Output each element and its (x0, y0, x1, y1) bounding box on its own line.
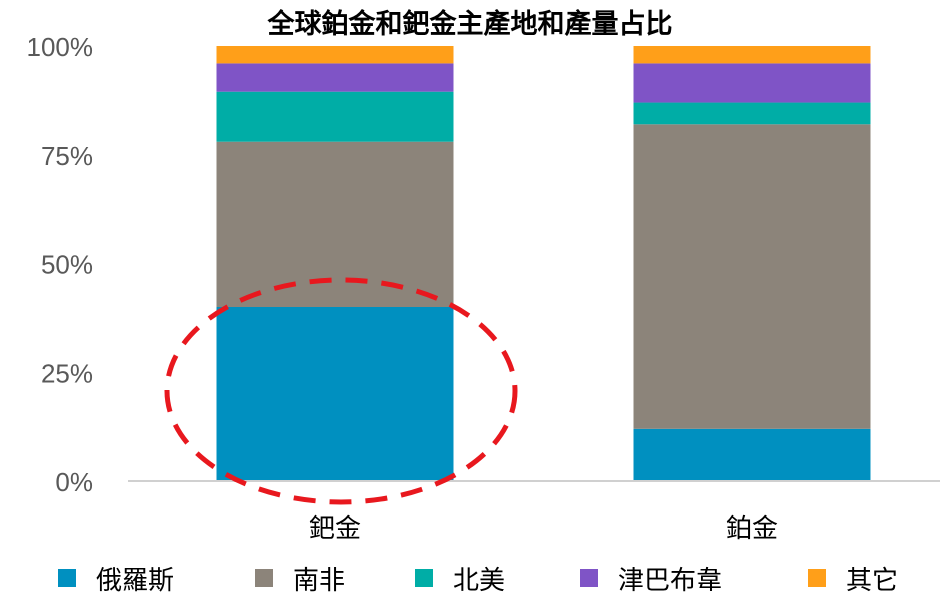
bar-segment (633, 428, 871, 481)
legend-item: 北美 (415, 560, 505, 596)
legend-label: 其它 (846, 565, 899, 596)
y-tick-label: 0% (55, 467, 93, 497)
bar-segment (633, 46, 871, 64)
highlight-dashed-ellipse (164, 277, 518, 505)
bar-segment (216, 91, 454, 142)
legend-label: 津巴布韋 (618, 565, 723, 596)
y-tick-label: 100% (27, 32, 94, 62)
legend-label: 南非 (293, 565, 346, 596)
bar-segment (216, 307, 454, 481)
legend-item: 津巴布韋 (580, 560, 722, 596)
legend-label: 北美 (453, 565, 506, 596)
bar-segment (633, 124, 871, 429)
y-tick-label: 75% (41, 141, 93, 171)
bar-segment (216, 46, 454, 64)
legend-label: 俄羅斯 (96, 565, 175, 596)
bar-segment (216, 63, 454, 92)
legend-item: 南非 (255, 560, 345, 596)
bar-segment (633, 102, 871, 125)
legend: 俄羅斯 南非 北美 津巴布韋 其它 (0, 560, 940, 596)
x-axis: 鈀金 鉑金 (309, 514, 778, 544)
x-tick-label: 鉑金 (726, 514, 778, 544)
chart-title: 全球鉑金和鈀金主產地和產量占比 (267, 9, 673, 40)
legend-swatch (415, 569, 433, 587)
legend-swatch (255, 569, 273, 587)
legend-swatch (580, 569, 598, 587)
y-tick-label: 25% (41, 358, 93, 388)
legend-swatch (808, 569, 826, 587)
bar-segment (216, 141, 454, 307)
legend-swatch (58, 569, 76, 587)
x-tick-label: 鈀金 (309, 514, 361, 544)
bar-segment (633, 63, 871, 103)
y-tick-label: 50% (41, 250, 93, 280)
bar-plot-area (216, 46, 871, 481)
legend-item: 其它 (808, 560, 898, 596)
y-axis: 0% 25% 50% 75% 100% (27, 32, 94, 497)
legend-item: 俄羅斯 (58, 560, 174, 596)
